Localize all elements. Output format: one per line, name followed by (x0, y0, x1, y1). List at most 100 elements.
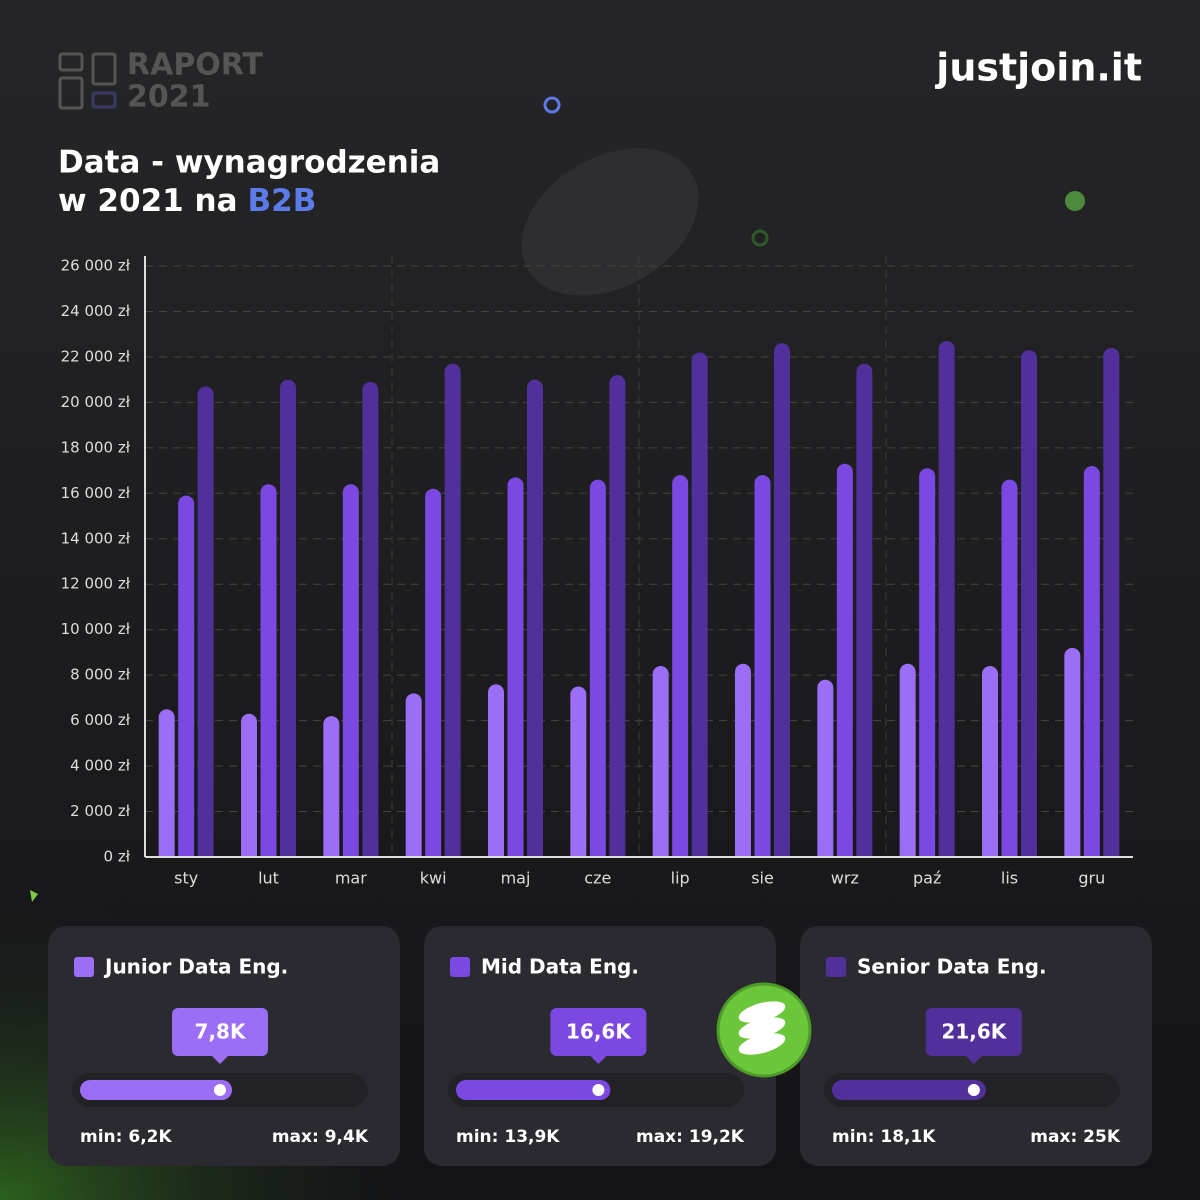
bar (158, 709, 175, 857)
x-tick-label: gru (1078, 869, 1105, 888)
bar (405, 693, 422, 857)
brand: justjoin.it (934, 46, 1142, 90)
bar (323, 716, 340, 857)
bar (527, 379, 543, 857)
bar (570, 686, 587, 857)
max-label: max: 19,2K (636, 1127, 745, 1147)
y-tick-label: 16 000 zł (61, 484, 131, 502)
slider-knob (967, 1084, 980, 1096)
y-tick-label: 10 000 zł (61, 620, 131, 638)
bar (1021, 350, 1037, 857)
x-tick-label: mar (335, 869, 367, 888)
y-tick-label: 22 000 zł (61, 347, 131, 365)
bar (178, 495, 195, 857)
slider-knob (214, 1084, 226, 1096)
chart-subtitle: w 2021 na B2B (58, 183, 316, 219)
bar (1001, 479, 1018, 857)
x-tick-label: maj (501, 869, 531, 888)
bar (836, 463, 853, 857)
bar (899, 663, 916, 857)
value-bubble (925, 1008, 1022, 1064)
x-tick-label: sty (174, 869, 198, 888)
coin-decoration (521, 148, 699, 296)
min-label: min: 13,9K (456, 1127, 560, 1147)
decoration (751, 229, 769, 247)
x-tick-label: cze (584, 869, 611, 888)
min-label: min: 18,1K (832, 1127, 936, 1147)
bar (425, 488, 442, 857)
bar (774, 343, 790, 857)
value-label: 7,8K (195, 1020, 247, 1044)
x-tick-label: kwi (420, 869, 447, 888)
subtitle-text: w 2021 na (58, 183, 238, 219)
slider-fill (80, 1080, 232, 1100)
bar (362, 381, 379, 857)
max-label: max: 9,4K (272, 1127, 369, 1147)
chart-title: Data - wynagrodzenia (58, 145, 440, 181)
report-year: 2021 (127, 80, 211, 115)
y-tick-label: 14 000 zł (61, 529, 131, 547)
subtitle-highlight: B2B (248, 183, 317, 219)
y-tick-label: 26 000 zł (61, 257, 131, 275)
legend-swatch (450, 957, 470, 977)
max-label: max: 25K (1030, 1127, 1121, 1147)
bar (589, 479, 606, 857)
y-tick-label: 4 000 zł (70, 757, 131, 775)
decoration (30, 890, 38, 902)
database-icon (716, 982, 812, 1078)
bar (735, 663, 751, 857)
legend-cards: Junior Data Eng. 7,8K min: 6,2K max: 9,4K Mi… (48, 926, 1152, 1166)
legend-label: Junior Data Eng. (103, 955, 288, 979)
value-label: 16,6K (566, 1020, 632, 1044)
bar (444, 363, 461, 857)
legend-label: Mid Data Eng. (481, 955, 639, 979)
report-label: RAPORT (127, 48, 264, 83)
bar (982, 666, 998, 857)
bar (1064, 647, 1081, 857)
y-tick-label: 12 000 zł (61, 575, 131, 593)
value-bubble (172, 1008, 268, 1064)
bar (609, 375, 626, 857)
decoration (543, 96, 561, 114)
bar (1083, 466, 1100, 857)
x-tick-label: lip (671, 869, 690, 888)
x-tick-label: paź (913, 869, 941, 888)
bar (652, 666, 669, 857)
icon-disc (738, 1033, 786, 1055)
slider-fill (832, 1080, 986, 1100)
y-tick-label: 0 zł (104, 848, 131, 866)
bar (507, 477, 524, 857)
bar (342, 484, 359, 857)
bar (197, 386, 214, 857)
y-tick-label: 8 000 zł (70, 666, 131, 684)
value-label: 21,6K (941, 1020, 1007, 1044)
logo-icon (58, 52, 117, 110)
legend-swatch (826, 957, 846, 977)
bar (919, 468, 936, 857)
bar (672, 475, 689, 857)
x-tick-label: sie (751, 869, 774, 888)
bar (488, 684, 504, 857)
x-tick-label: lis (1001, 869, 1018, 888)
bar (856, 363, 873, 857)
bar (280, 379, 296, 857)
bar (691, 352, 708, 857)
decoration (1065, 191, 1085, 211)
plot: 0 zł 2 000 zł 4 000 zł 6 000 zł 8 000 zł 10 0… (61, 256, 1133, 888)
y-tick-label: 6 000 zł (70, 711, 131, 729)
y-tick-label: 24 000 zł (61, 302, 131, 320)
bar (754, 475, 771, 857)
y-tick-label: 18 000 zł (61, 438, 131, 456)
bar (817, 679, 834, 857)
legend-label: Senior Data Eng. (857, 955, 1047, 979)
slider-fill (456, 1080, 611, 1100)
legend-swatch (74, 957, 94, 977)
bar (260, 484, 277, 857)
y-tick-label: 20 000 zł (61, 393, 131, 411)
bar (241, 713, 257, 857)
value-bubble (550, 1008, 647, 1064)
x-tick-label: lut (258, 869, 279, 888)
bar (1103, 347, 1120, 857)
